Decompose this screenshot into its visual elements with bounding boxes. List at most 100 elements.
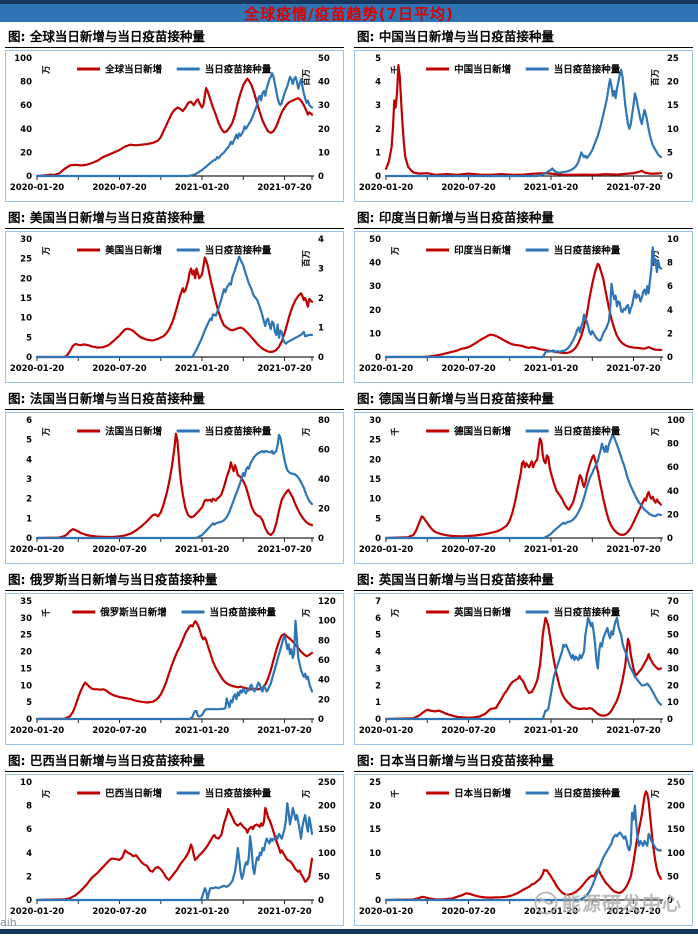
- x-axis: 2020-01-20 2020-07-20 2021-01-20 2021-07-20: [10, 899, 314, 917]
- x-axis-label: 2021-01-20: [175, 545, 229, 555]
- legend-vaccination-label: 当日疫苗接种量: [205, 64, 272, 76]
- right-axis-label: 40: [318, 475, 330, 485]
- legend-new-cases-label: 英国当日新增: [454, 607, 511, 619]
- vaccination-line: [35, 72, 314, 178]
- legend: 美国当日新增 当日疫苗接种量: [77, 245, 272, 257]
- vaccination-line: [35, 255, 314, 359]
- left-axis-label: 4: [375, 78, 381, 88]
- legend: 中国当日新增 当日疫苗接种量: [426, 64, 621, 76]
- chart-header: 图: 印度当日新增与当日疫苗接种量: [354, 205, 693, 229]
- left-axis-label: 5: [375, 872, 381, 882]
- left-axis-label: 0: [375, 353, 381, 363]
- vaccination-line: [384, 616, 663, 721]
- new-cases-line: [384, 262, 663, 359]
- left-axis-label: 6: [26, 825, 32, 835]
- left-axis-label: 3: [26, 475, 32, 485]
- line-chart-france: 2020-01-20 2020-07-20 2021-01-20 2021-07-20…: [10, 416, 330, 555]
- line-chart-japan: 2020-01-20 2020-07-20 2021-01-20 2021-07-20…: [359, 778, 685, 917]
- vaccination-line: [35, 619, 314, 721]
- left-axis-label: 25: [369, 436, 381, 446]
- legend-new-cases-label: 德国当日新增: [454, 426, 511, 438]
- chart-canvas: 2020-01-20 2020-07-20 2021-01-20 2021-07-20…: [5, 774, 344, 926]
- left-axis-unit: 千: [390, 65, 401, 74]
- right-axis-unit: 万: [302, 789, 312, 799]
- left-axis-label: 15: [369, 475, 381, 485]
- right-axis-label: 50: [318, 872, 330, 882]
- chart-canvas: 2020-01-20 2020-07-20 2021-01-20 2021-07-20…: [354, 50, 693, 202]
- left-axis-label: 0: [26, 534, 32, 544]
- x-axis: 2020-01-20 2020-07-20 2021-01-20 2021-07-20: [359, 175, 663, 193]
- left-axis-label: 10: [369, 495, 381, 505]
- chart-header: 图: 英国当日新增与当日疫苗接种量: [354, 567, 693, 591]
- x-axis-label: 2021-01-20: [175, 364, 229, 374]
- chart-canvas: 2020-01-20 2020-07-20 2021-01-20 2021-07-20…: [354, 774, 693, 926]
- x-axis: 2020-01-20 2020-07-20 2021-01-20 2021-07-20: [10, 718, 314, 736]
- left-axis-label: 15: [20, 664, 32, 674]
- left-axis-label: 1: [375, 148, 381, 158]
- x-axis: 2020-01-20 2020-07-20 2021-01-20 2021-07-20: [10, 537, 314, 555]
- left-axis-unit: 万: [391, 246, 401, 256]
- right-axis-label: 60: [318, 446, 330, 456]
- left-axis-label: 40: [20, 125, 32, 135]
- right-axis-label: 25: [667, 54, 679, 64]
- right-axis-label: 0: [667, 534, 673, 544]
- left-axis: 0 20 40 60 80 100 万: [14, 54, 52, 182]
- chart-header-text: 图: 全球当日新增与当日疫苗接种量: [8, 29, 205, 44]
- line-chart-china: 2020-01-20 2020-07-20 2021-01-20 2021-07-20…: [359, 54, 679, 193]
- chart-canvas: 2020-01-20 2020-07-20 2021-01-20 2021-07-20…: [5, 593, 344, 745]
- left-axis-label: 2: [26, 872, 32, 882]
- x-axis-label: 2021-01-20: [175, 726, 229, 736]
- right-axis: 0 5 10 15 20 25 百万: [651, 54, 679, 182]
- left-axis-unit: 千: [390, 427, 401, 436]
- left-axis-label: 80: [20, 78, 32, 88]
- right-axis-label: 10: [667, 125, 679, 135]
- chart-panel-india: 图: 印度当日新增与当日疫苗接种量 2020-01-20 2020-07-20 202…: [349, 203, 698, 384]
- x-axis-label: 2020-07-20: [441, 183, 495, 193]
- left-axis-label: 8: [26, 802, 32, 812]
- right-axis-label: 100: [667, 849, 685, 859]
- new-cases-line: [35, 620, 314, 721]
- new-cases-line: [35, 256, 314, 359]
- x-axis-label: 2020-01-20: [359, 545, 413, 555]
- left-axis-label: 2: [375, 681, 381, 691]
- left-axis: 0 5 10 15 20 25 30 千: [369, 416, 401, 544]
- right-axis-label: 60: [318, 656, 330, 666]
- right-axis: 0 10 20 30 40 50 百万: [302, 54, 330, 182]
- x-axis-label: 2020-01-20: [359, 364, 413, 374]
- left-axis-label: 10: [20, 314, 32, 324]
- chart-header: 图: 巴西当日新增与当日疫苗接种量: [5, 748, 344, 772]
- legend-new-cases-label: 印度当日新增: [454, 245, 511, 257]
- right-axis-label: 80: [318, 416, 330, 426]
- left-axis-label: 40: [369, 259, 381, 269]
- left-axis-label: 2: [375, 125, 381, 135]
- right-axis-label: 4: [318, 235, 324, 245]
- left-axis-label: 0: [375, 715, 381, 725]
- new-cases-line: [384, 616, 663, 721]
- right-axis-label: 30: [318, 101, 330, 111]
- x-axis-label: 2020-01-20: [10, 364, 64, 374]
- x-axis-label: 2021-01-20: [524, 183, 578, 193]
- right-axis-label: 100: [318, 617, 336, 627]
- legend-vaccination-label: 当日疫苗接种量: [554, 426, 621, 438]
- left-axis-label: 10: [369, 329, 381, 339]
- x-axis-label: 2020-07-20: [92, 364, 146, 374]
- new-cases-line: [384, 437, 663, 540]
- line-chart-india: 2020-01-20 2020-07-20 2021-01-20 2021-07-20…: [359, 235, 679, 374]
- x-axis-label: 2021-07-20: [257, 545, 311, 555]
- right-axis-label: 20: [318, 505, 330, 515]
- chart-header-text: 图: 中国当日新增与当日疫苗接种量: [357, 29, 554, 44]
- x-axis-label: 2020-07-20: [441, 364, 495, 374]
- x-axis-label: 2021-07-20: [606, 183, 660, 193]
- left-axis-label: 30: [20, 614, 32, 624]
- chart-header: 图: 中国当日新增与当日疫苗接种量: [354, 24, 693, 48]
- left-axis-label: 20: [20, 648, 32, 658]
- vaccination-line: [384, 434, 663, 540]
- vaccination-line: [35, 433, 314, 540]
- legend-vaccination-label: 当日疫苗接种量: [554, 64, 621, 76]
- charts-grid: 图: 全球当日新增与当日疫苗接种量 2020-01-20 2020-07-20 202…: [0, 22, 698, 927]
- new-cases-line: [384, 63, 663, 176]
- right-axis-label: 20: [667, 78, 679, 88]
- right-axis-label: 20: [667, 681, 679, 691]
- chart-panel-china: 图: 中国当日新增与当日疫苗接种量 2020-01-20 2020-07-20 202…: [349, 22, 698, 203]
- vaccination-line: [35, 802, 314, 902]
